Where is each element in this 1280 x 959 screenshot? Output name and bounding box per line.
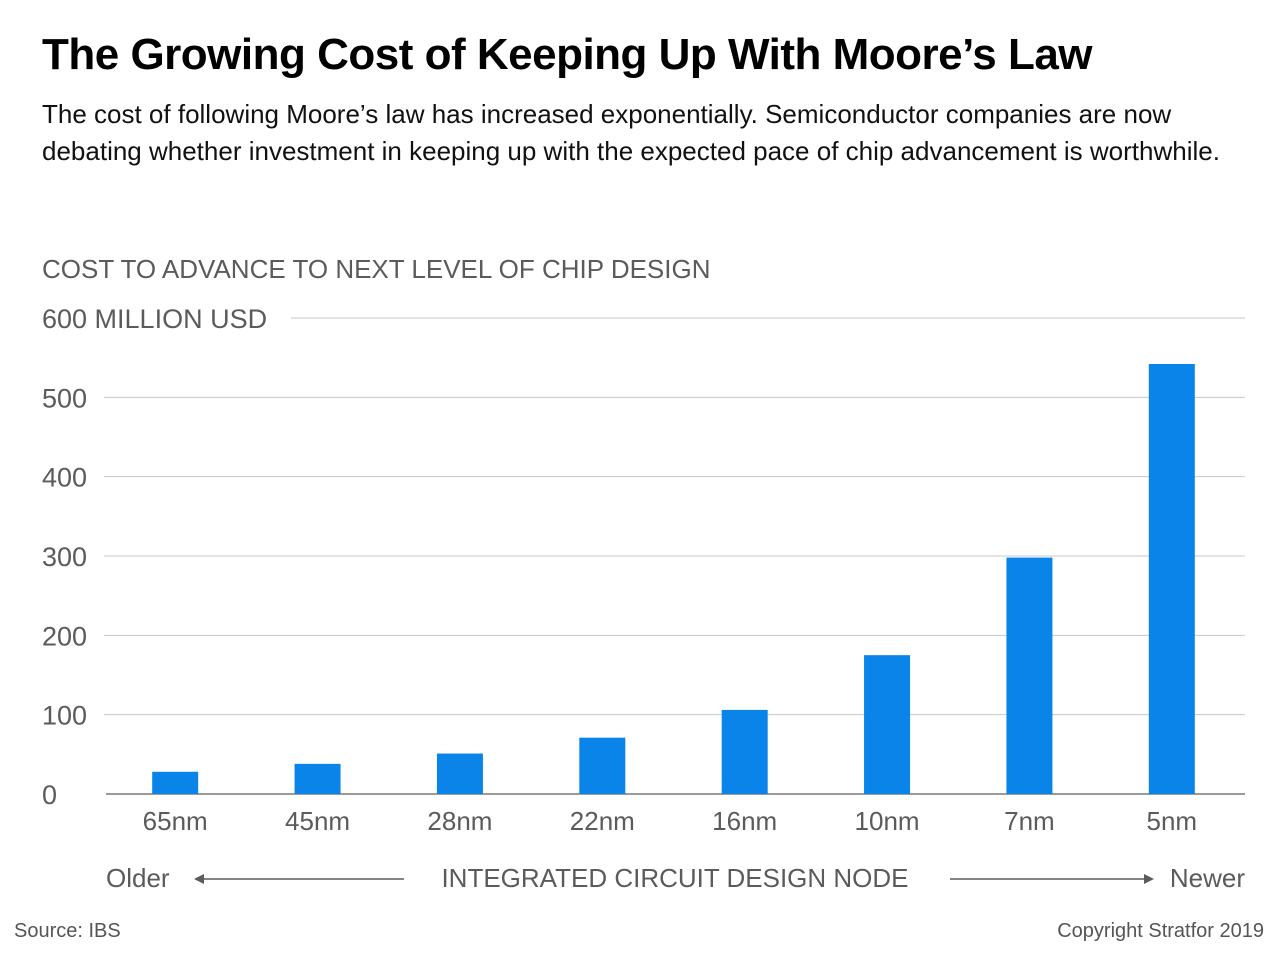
y-axis-title: COST TO ADVANCE TO NEXT LEVEL OF CHIP DE… xyxy=(42,254,711,284)
bar-16nm xyxy=(721,709,768,794)
y-tick-label: 200 xyxy=(42,621,87,651)
grid-lines xyxy=(104,317,1245,795)
bar-10nm xyxy=(864,655,911,794)
x-tick-label: 5nm xyxy=(1147,806,1198,836)
x-tick-label: 10nm xyxy=(855,806,920,836)
y-tick-label: 0 xyxy=(42,780,57,810)
x-axis-older-label: Older xyxy=(106,863,170,893)
x-tick-label: 65nm xyxy=(143,806,208,836)
y-tick-label: 600 MILLION USD xyxy=(42,304,267,334)
x-tick-label: 22nm xyxy=(570,806,635,836)
x-tick-labels: 65nm 45nm 28nm 22nm 16nm 10nm 7nm 5nm xyxy=(143,806,1197,836)
older-arrow-head xyxy=(194,874,204,884)
source-note: Source: IBS xyxy=(14,920,121,942)
bar-22nm xyxy=(579,737,626,794)
chart-subtitle: The cost of following Moore’s law has in… xyxy=(42,99,1220,166)
x-tick-label: 45nm xyxy=(285,806,350,836)
bar-7nm xyxy=(1006,557,1053,794)
x-tick-label: 28nm xyxy=(427,806,492,836)
newer-arrow-head xyxy=(1144,874,1154,884)
x-axis-caption: Older INTEGRATED CIRCUIT DESIGN NODE New… xyxy=(106,863,1245,893)
x-tick-label: 16nm xyxy=(712,806,777,836)
x-axis-title: INTEGRATED CIRCUIT DESIGN NODE xyxy=(441,863,908,893)
chart-title: The Growing Cost of Keeping Up With Moor… xyxy=(42,30,1093,79)
y-tick-label: 100 xyxy=(42,701,87,731)
y-tick-label: 400 xyxy=(42,463,87,493)
bar-45nm xyxy=(294,763,341,794)
x-axis-newer-label: Newer xyxy=(1170,863,1245,893)
bar-5nm xyxy=(1148,364,1195,794)
y-tick-labels: 0 100 200 300 400 500 600 MILLION USD xyxy=(42,304,267,810)
bar-28nm xyxy=(436,753,483,794)
y-tick-label: 300 xyxy=(42,542,87,572)
bar-65nm xyxy=(152,771,199,794)
y-tick-label: 500 xyxy=(42,383,87,413)
bars xyxy=(152,364,1195,794)
copyright-note: Copyright Stratfor 2019 xyxy=(1057,920,1264,942)
x-tick-label: 7nm xyxy=(1004,806,1055,836)
